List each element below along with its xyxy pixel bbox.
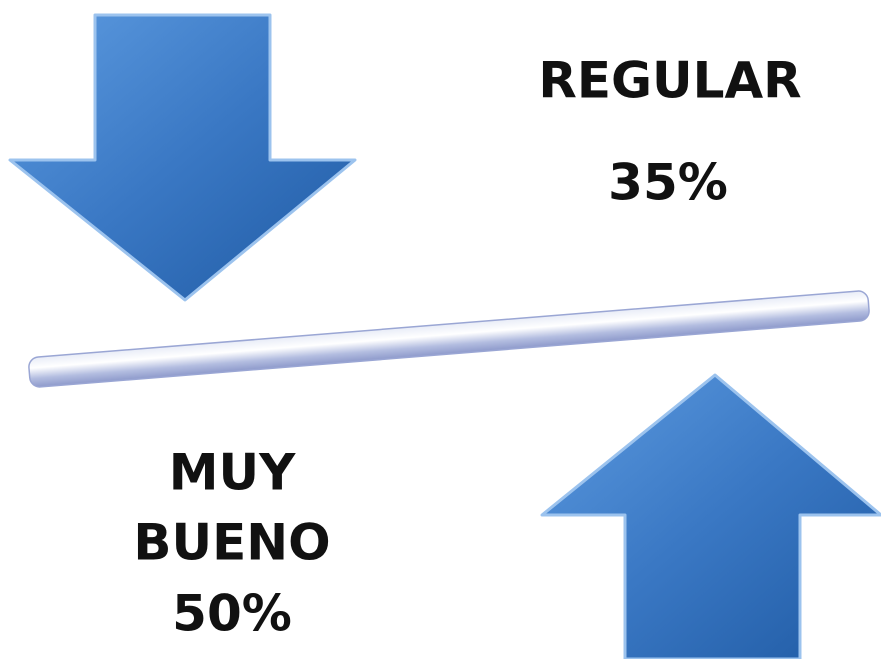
regular-label: REGULAR: [538, 52, 801, 110]
divider-bar: [28, 290, 870, 388]
muy-bueno-line-1: MUY: [169, 444, 296, 502]
up-arrow: [540, 373, 881, 659]
muy-bueno-value: 50%: [172, 585, 292, 643]
down-arrow: [8, 13, 357, 302]
muy-bueno-line-2: BUENO: [133, 514, 330, 572]
regular-value: 35%: [608, 154, 728, 212]
